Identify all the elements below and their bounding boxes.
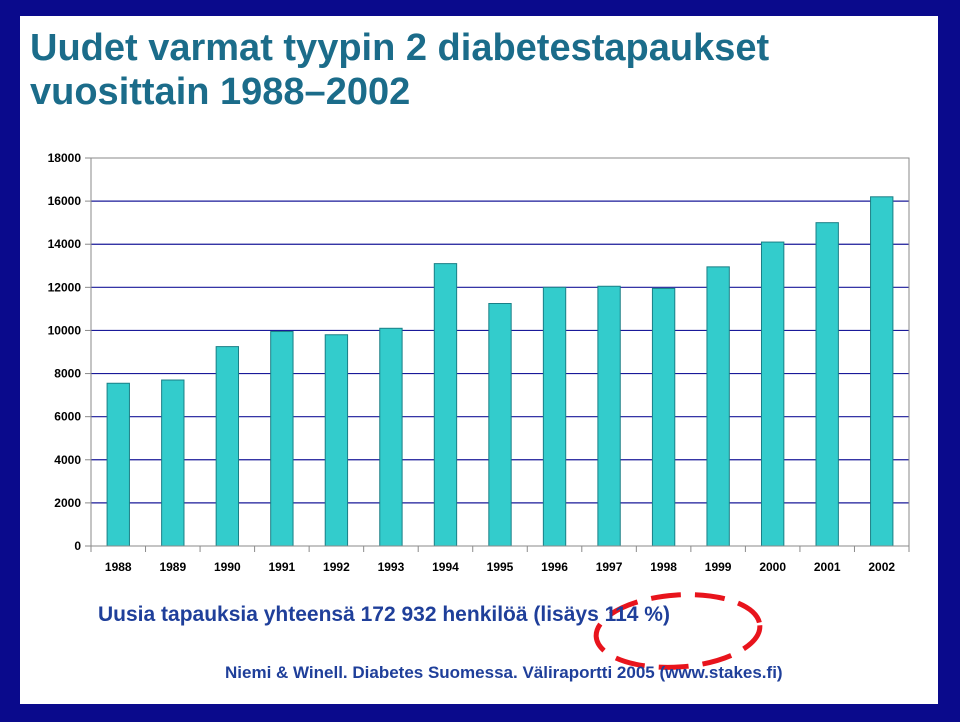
x-tick-label: 1989 [159, 560, 186, 574]
x-tick-label: 1988 [105, 560, 132, 574]
x-tick-label: 1993 [378, 560, 405, 574]
bar [760, 241, 785, 547]
bar [597, 285, 621, 547]
y-tick-label: 18000 [48, 151, 82, 165]
bar [324, 334, 349, 547]
bar [706, 266, 730, 547]
x-tick-label: 1992 [323, 560, 350, 574]
x-tick-label: 1995 [487, 560, 514, 574]
bar [433, 263, 458, 547]
y-tick-label: 8000 [54, 367, 81, 381]
y-tick-label: 6000 [54, 410, 81, 424]
y-axis-ticks: 0 2000 4000 6000 8000 10000 12000 14000 16000 180… [48, 151, 91, 553]
y-tick-label: 12000 [48, 280, 82, 294]
x-tick-label: 1998 [650, 560, 677, 574]
y-tick-label: 4000 [54, 453, 81, 467]
bar [270, 331, 294, 547]
bar [815, 222, 839, 547]
bar [542, 286, 567, 547]
slide: Uudet varmat tyypin 2 diabetestapaukset … [20, 16, 938, 704]
bar [161, 379, 185, 547]
bar [488, 303, 512, 547]
x-tick-label: 1996 [541, 560, 568, 574]
x-tick-label: 1990 [214, 560, 241, 574]
highlight-ellipse [593, 592, 763, 670]
x-tick-label: 2002 [868, 560, 895, 574]
bar [651, 287, 676, 547]
source-citation: Niemi & Winell. Diabetes Suomessa. Välir… [225, 663, 783, 682]
bar [870, 196, 894, 547]
title-line-2: vuosittain 1988–2002 [30, 71, 411, 113]
x-axis-ticks: 1988 1989 1990 1991 1992 1993 1994 1995 1996 1997… [90, 546, 910, 574]
x-tick-label: 1999 [705, 560, 732, 574]
y-tick-label: 2000 [54, 496, 81, 510]
x-tick-label: 2000 [759, 560, 786, 574]
x-tick-label: 1991 [269, 560, 296, 574]
bar [215, 346, 240, 547]
bar [379, 327, 403, 547]
slide-title: Uudet varmat tyypin 2 diabetestapaukset … [30, 26, 910, 114]
bar [106, 382, 130, 547]
bar-chart: 0 2000 4000 6000 8000 10000 12000 14000 16000 180… [48, 151, 910, 670]
y-tick-label: 10000 [48, 323, 82, 337]
y-tick-label: 14000 [48, 237, 82, 251]
plot-border [90, 157, 910, 547]
y-tick-label: 16000 [48, 194, 82, 208]
x-tick-label: 2001 [814, 560, 841, 574]
caption: Uusia tapauksia yhteensä 172 932 henkilö… [98, 603, 670, 626]
x-tick-label: 1997 [596, 560, 623, 574]
y-tick-label: 0 [74, 539, 81, 553]
x-tick-label: 1994 [432, 560, 459, 574]
title-line-1: Uudet varmat tyypin 2 diabetestapaukset [30, 27, 770, 69]
bars [106, 196, 894, 547]
